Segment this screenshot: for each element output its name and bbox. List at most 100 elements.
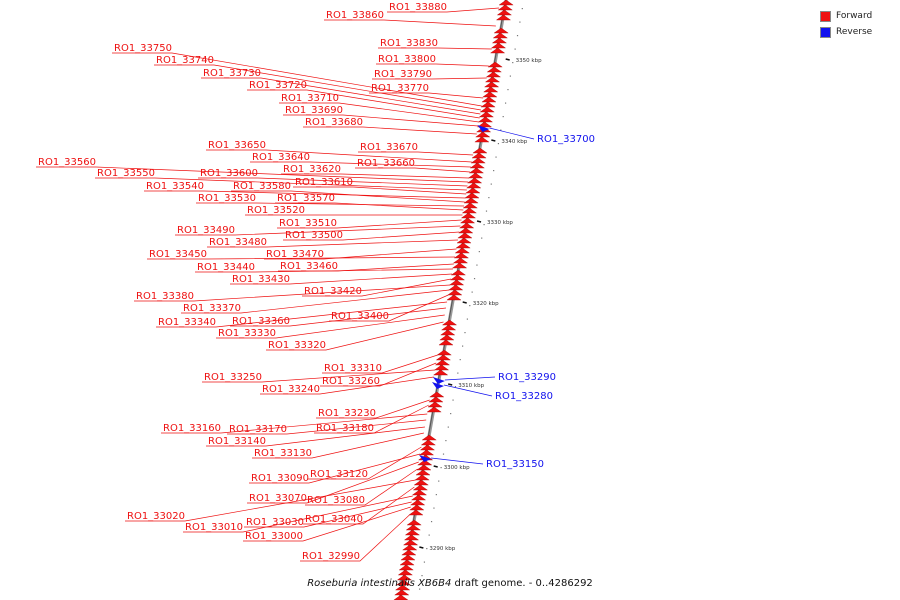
gene-label[interactable]: RO1_33830 <box>380 38 438 49</box>
gene-arrows[interactable] <box>393 0 514 600</box>
gene-label[interactable]: RO1_33460 <box>280 261 338 272</box>
gene-label[interactable]: RO1_33420 <box>304 286 362 297</box>
map-caption: Roseburia intestinalis XB6B4 draft genom… <box>0 578 900 589</box>
gene-label[interactable]: RO1_33490 <box>177 225 235 236</box>
gene-label[interactable]: RO1_33720 <box>249 80 307 91</box>
forward-gene-arrow <box>485 71 502 78</box>
forward-gene-arrow <box>409 504 425 511</box>
gene-label[interactable]: RO1_33700 <box>537 134 595 145</box>
gene-label[interactable]: RO1_33010 <box>185 522 243 533</box>
reverse-swatch <box>820 26 831 38</box>
gene-label[interactable]: RO1_33570 <box>277 193 335 204</box>
gene-label[interactable]: RO1_33150 <box>486 459 544 470</box>
gene-label[interactable]: RO1_33510 <box>279 218 337 229</box>
gene-label[interactable]: RO1_32990 <box>302 551 360 562</box>
gene-labels[interactable]: RO1_33880 RO1_33860 RO1_33830 RO1_33800 RO1_… <box>38 2 595 562</box>
gene-label[interactable]: RO1_33160 <box>163 423 221 434</box>
tick-mark <box>462 301 467 304</box>
gene-label[interactable]: RO1_33580 <box>233 181 291 192</box>
gene-label[interactable]: RO1_33680 <box>305 117 363 128</box>
gene-label[interactable]: RO1_33710 <box>281 93 339 104</box>
gene-label[interactable]: RO1_33620 <box>283 164 341 175</box>
gene-label[interactable]: RO1_33040 <box>305 514 363 525</box>
gene-label[interactable]: RO1_33730 <box>203 68 261 79</box>
gene-label[interactable]: RO1_33000 <box>245 531 303 542</box>
minor-tick <box>500 129 502 131</box>
gene-label[interactable]: RO1_33520 <box>247 205 305 216</box>
gene-label[interactable]: RO1_33080 <box>307 495 365 506</box>
gene-label[interactable]: RO1_33560 <box>38 157 96 168</box>
gene-label[interactable]: RO1_33400 <box>331 311 389 322</box>
caption-range: draft genome. - 0..4286292 <box>451 578 593 589</box>
gene-label[interactable]: RO1_33860 <box>326 10 384 21</box>
kbp-tick-marks: 3350 kbp 3340 kbp 3330 kbp 3320 kbp 3310 kbp… <box>419 8 542 590</box>
forward-gene-arrow <box>469 162 485 169</box>
gene-label[interactable]: RO1_33430 <box>232 274 290 285</box>
forward-gene-arrow <box>403 534 420 541</box>
gene-label[interactable]: RO1_33090 <box>251 473 309 484</box>
gene-label[interactable]: RO1_33790 <box>374 69 432 80</box>
forward-gene-arrow <box>400 554 416 561</box>
gene-label[interactable]: RO1_33650 <box>208 140 266 151</box>
gene-label[interactable]: RO1_33800 <box>378 54 436 65</box>
gene-label[interactable]: RO1_33070 <box>249 493 307 504</box>
gene-label[interactable]: RO1_33280 <box>495 391 553 402</box>
gene-label[interactable]: RO1_33670 <box>360 142 418 153</box>
reverse-gene-arrow <box>432 377 445 384</box>
gene-label[interactable]: RO1_33880 <box>389 2 447 13</box>
gene-label[interactable]: RO1_33600 <box>200 168 258 179</box>
gene-label[interactable]: RO1_33330 <box>218 328 276 339</box>
gene-label[interactable]: RO1_33230 <box>318 408 376 419</box>
leader-line <box>206 426 425 447</box>
gene-label[interactable]: RO1_33530 <box>198 193 256 204</box>
gene-label[interactable]: RO1_33340 <box>158 317 216 328</box>
gene-label[interactable]: RO1_33290 <box>498 372 556 383</box>
gene-label[interactable]: RO1_33640 <box>252 152 310 163</box>
gene-label[interactable]: RO1_33470 <box>266 249 324 260</box>
leader-line <box>206 149 472 163</box>
gene-label[interactable]: RO1_33120 <box>310 469 368 480</box>
gene-label[interactable]: RO1_33500 <box>285 230 343 241</box>
forward-gene-arrow <box>463 197 479 204</box>
gene-label[interactable]: RO1_33370 <box>183 303 241 314</box>
minor-tick <box>509 75 511 77</box>
gene-label[interactable]: RO1_33240 <box>262 384 320 395</box>
gene-label[interactable]: RO1_33170 <box>229 424 287 435</box>
gene-label[interactable]: RO1_33320 <box>268 340 326 351</box>
gene-label[interactable]: RO1_33750 <box>114 43 172 54</box>
forward-gene-arrow <box>464 192 480 199</box>
gene-label[interactable]: RO1_33550 <box>97 168 155 179</box>
gene-label[interactable]: RO1_33140 <box>208 436 266 447</box>
leader-line <box>293 186 467 195</box>
gene-label[interactable]: RO1_33360 <box>232 316 290 327</box>
gene-label[interactable]: RO1_33180 <box>316 423 374 434</box>
gene-label[interactable]: RO1_33660 <box>357 158 415 169</box>
gene-label[interactable]: RO1_33450 <box>149 249 207 260</box>
tick-label: 3290 kbp <box>429 546 455 552</box>
forward-gene-arrow <box>468 167 485 174</box>
gene-label[interactable]: RO1_33440 <box>197 262 255 273</box>
forward-gene-arrow <box>467 177 483 184</box>
gene-label[interactable]: RO1_33690 <box>285 105 343 116</box>
gene-label[interactable]: RO1_33020 <box>127 511 185 522</box>
gene-label[interactable]: RO1_33610 <box>295 177 353 188</box>
leader-line <box>378 47 492 50</box>
forward-gene-arrow <box>470 157 486 164</box>
minor-tick <box>514 48 516 50</box>
gene-label[interactable]: RO1_33130 <box>254 448 312 459</box>
gene-label[interactable]: RO1_33260 <box>322 376 380 387</box>
gene-label[interactable]: RO1_33480 <box>209 237 267 248</box>
forward-gene-arrow <box>455 242 471 249</box>
leader-line <box>275 202 464 211</box>
forward-gene-arrow <box>472 147 488 154</box>
gene-label[interactable]: RO1_33740 <box>156 55 214 66</box>
gene-label[interactable]: RO1_33250 <box>204 372 262 383</box>
gene-label[interactable]: RO1_33030 <box>246 517 304 528</box>
forward-gene-arrow <box>402 539 419 546</box>
leader-line <box>147 256 456 260</box>
gene-label[interactable]: RO1_33540 <box>146 181 204 192</box>
gene-label[interactable]: RO1_33380 <box>136 291 194 302</box>
gene-label[interactable]: RO1_33770 <box>371 83 429 94</box>
gene-label[interactable]: RO1_33310 <box>324 363 382 374</box>
